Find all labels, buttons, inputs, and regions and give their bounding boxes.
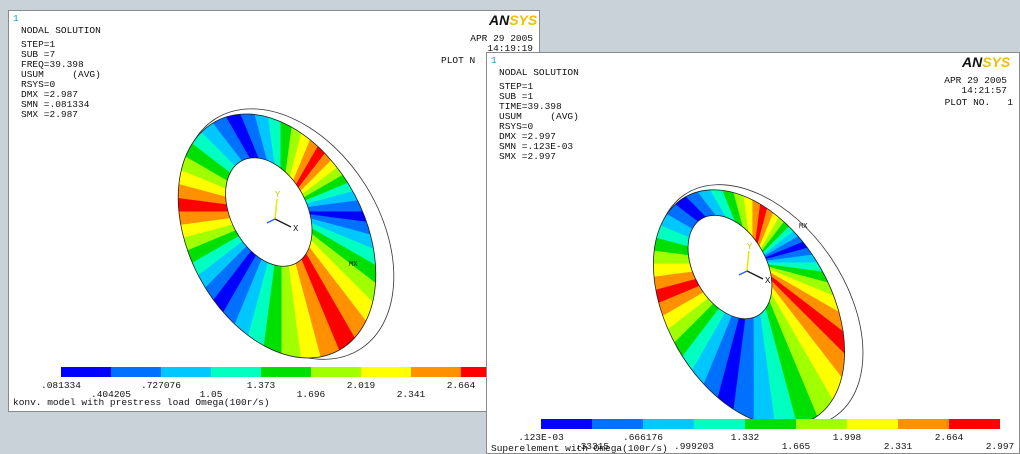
contour-band (753, 121, 911, 263)
legend-band (311, 367, 361, 377)
legend-band (796, 419, 847, 429)
legend-band (898, 419, 949, 429)
contour-band (753, 163, 938, 263)
legend-label: .727076 (141, 380, 181, 391)
caption: konv. model with prestress load Omega(10… (13, 397, 270, 408)
contour-band (553, 263, 753, 289)
contour-band (255, 11, 281, 211)
info-line: SMX =2.987 (21, 109, 78, 120)
axis-x (275, 219, 291, 227)
plot-number: PLOT N (441, 55, 475, 66)
legend-band (111, 367, 161, 377)
legend-label: .123E-03 (518, 432, 564, 443)
axis-label: X (293, 224, 299, 234)
legend-label: 1.998 (833, 432, 862, 443)
legend-band (541, 419, 592, 429)
logo: ANSYS (488, 12, 538, 28)
plot-number: PLOT NO. 1 (945, 97, 1014, 108)
contour-band (701, 65, 753, 263)
axis-x (747, 271, 763, 279)
axis-z (739, 271, 747, 275)
logo: ANSYS (961, 54, 1011, 70)
axis-label: Y (747, 242, 753, 252)
legend-band (694, 419, 745, 429)
legend-band (61, 367, 111, 377)
contour-band (553, 237, 753, 263)
legend-band (847, 419, 898, 429)
contour-band (281, 52, 422, 211)
legend-label: 1.665 (782, 441, 811, 452)
axis-label: X (765, 276, 771, 286)
mx-label: MX (349, 261, 358, 269)
axis-y (747, 251, 749, 271)
contour-band (631, 90, 753, 263)
legend-band (411, 367, 461, 377)
mx-label: MX (799, 223, 808, 231)
legend-label: 2.664 (935, 432, 964, 443)
legend-band (361, 367, 411, 377)
legend-band (745, 419, 796, 429)
axis-label: Y (275, 190, 281, 200)
legend-band (643, 419, 694, 429)
caption: Superelement with Omega(100r/s) (491, 443, 668, 453)
info-line: SMX =2.997 (499, 151, 556, 162)
legend-label: 1.332 (731, 432, 760, 443)
plot-title: NODAL SOLUTION (21, 25, 101, 36)
time: 14:21:57 (961, 85, 1007, 96)
legend-label: .999203 (674, 441, 714, 452)
contour-band (753, 141, 926, 263)
contour (81, 11, 481, 411)
legend-label: 2.341 (397, 389, 426, 400)
contour-band (753, 104, 894, 263)
contour-band (753, 78, 853, 263)
legend-label: .666176 (623, 432, 663, 443)
contour (553, 63, 953, 453)
legend-band (261, 367, 311, 377)
contour-band (753, 90, 874, 263)
plot-title: NODAL SOLUTION (499, 67, 579, 78)
legend-label: 2.331 (884, 441, 913, 452)
legend-label: 1.696 (297, 389, 326, 400)
legend-band (211, 367, 261, 377)
legend-label: 2.019 (347, 380, 376, 391)
axis-z (267, 219, 275, 223)
desktop: 1NODAL SOLUTIONSTEP=1SUB =7FREQ=39.398US… (0, 0, 1020, 454)
legend-label: 1.373 (247, 380, 276, 391)
legend-band (161, 367, 211, 377)
window-number: 1 (491, 55, 497, 66)
legend-label: 2.664 (447, 380, 476, 391)
legend-label: .081334 (41, 380, 81, 391)
legend-label: 2.997 (986, 441, 1015, 452)
legend-band (592, 419, 643, 429)
window-number: 1 (13, 13, 19, 24)
legend-band (949, 419, 1000, 429)
axis-y (275, 199, 277, 219)
